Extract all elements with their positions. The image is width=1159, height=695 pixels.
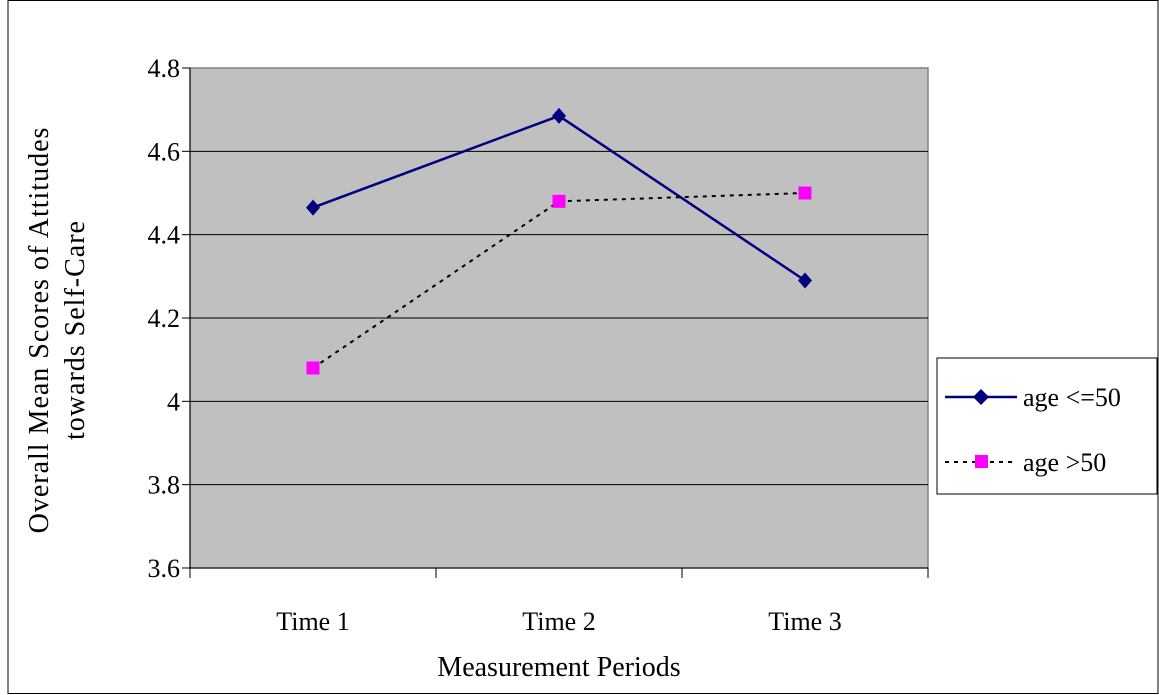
y-tick-label: 4.8 bbox=[148, 54, 181, 83]
y-tick-label: 4.4 bbox=[148, 221, 181, 250]
legend-label-age-le-50: age <=50 bbox=[1023, 383, 1121, 412]
series-layer bbox=[306, 107, 812, 375]
y-tick-label: 4 bbox=[167, 387, 180, 416]
legend-box bbox=[936, 357, 1158, 495]
y-axis-title-line-1: Overall Mean Scores of Attitudes bbox=[24, 127, 55, 534]
legend-marker-age-le-50 bbox=[973, 389, 989, 405]
x-axis-title: Measurement Periods bbox=[437, 652, 680, 683]
legend: age <=50 age >50 bbox=[936, 357, 1158, 495]
y-axis-title-line-2: towards Self-Care bbox=[60, 220, 91, 440]
axes: 3.6 3.8 4 4.2 4.4 4.6 4.8 Time 1 Time 2 Time 3 bbox=[148, 54, 929, 636]
series-0-point-1 bbox=[552, 107, 566, 124]
series-0-point-2 bbox=[798, 272, 812, 289]
legend-marker-age-gt-50 bbox=[975, 455, 988, 468]
y-tick-label: 3.8 bbox=[148, 471, 181, 500]
series-0-point-0 bbox=[306, 199, 320, 216]
y-tick-label: 3.6 bbox=[148, 554, 181, 583]
y-tick-label: 4.2 bbox=[148, 304, 181, 333]
y-axis-title: Overall Mean Scores of Attitudes towards… bbox=[24, 127, 91, 534]
x-tick-label: Time 3 bbox=[768, 607, 841, 636]
series-1-point-0 bbox=[306, 361, 320, 375]
x-tick-label: Time 2 bbox=[522, 607, 595, 636]
series-1-point-2 bbox=[798, 186, 812, 200]
legend-label-age-gt-50: age >50 bbox=[1023, 448, 1106, 477]
x-tick-label: Time 1 bbox=[276, 607, 349, 636]
y-tick-label: 4.6 bbox=[148, 137, 181, 166]
gridlines bbox=[190, 150, 928, 486]
series-1-point-1 bbox=[552, 194, 566, 208]
